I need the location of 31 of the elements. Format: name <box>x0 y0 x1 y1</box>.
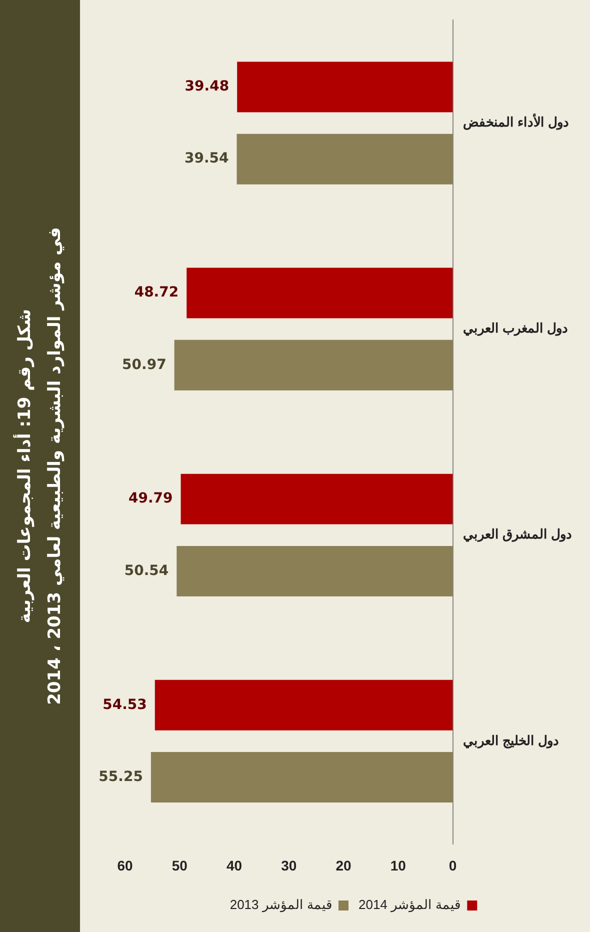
legend-label: قيمة المؤشر 2014 <box>358 897 461 914</box>
data-label: 50.54 <box>124 562 169 579</box>
x-tick-label: 10 <box>390 857 406 874</box>
bar <box>150 752 453 802</box>
y-tick-label: دول المغرب العربي <box>462 320 568 337</box>
text: في مؤشر الموارد البشرية والطبيعية لعامي 2013 ، 2014 <box>44 226 66 707</box>
data-label: 39.48 <box>184 78 230 95</box>
text: شكل رقم 19: أداء المجموعات العربية <box>12 308 36 626</box>
bar <box>154 680 453 730</box>
data-label: 50.97 <box>122 356 166 373</box>
bar <box>237 62 453 112</box>
bar <box>180 474 453 524</box>
bar <box>176 546 453 596</box>
x-tick-label: 40 <box>226 857 242 874</box>
data-label: 39.54 <box>184 150 230 167</box>
data-label: 55.25 <box>98 768 143 785</box>
x-tick-label: 20 <box>336 857 352 874</box>
y-tick-label: دول الأداء المنخفض <box>462 114 570 131</box>
bar <box>186 268 453 318</box>
legend-label: قيمة المؤشر 2013 <box>230 897 332 914</box>
data-label: 48.72 <box>134 284 179 301</box>
x-tick-label: 60 <box>117 857 133 874</box>
x-tick-label: 0 <box>448 857 457 874</box>
y-tick-label: دول الخليج العربي <box>462 732 560 749</box>
data-label: 54.53 <box>102 696 147 713</box>
x-tick-label: 50 <box>172 857 188 874</box>
bar <box>174 340 453 390</box>
bar <box>236 134 453 184</box>
y-tick-label: دول المشرق العربي <box>462 526 572 543</box>
data-label: 49.79 <box>128 490 173 507</box>
x-tick-label: 30 <box>281 857 297 874</box>
